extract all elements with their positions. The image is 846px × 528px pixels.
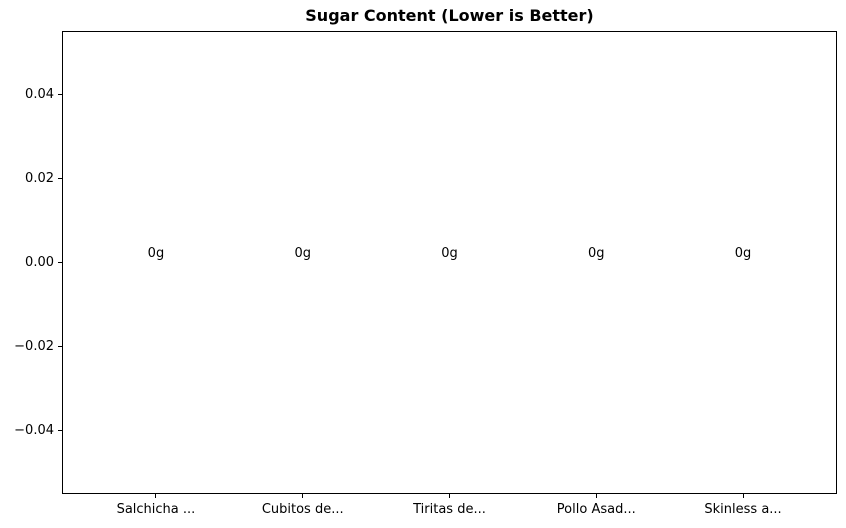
y-axis-tick-label: 0.04 — [25, 86, 54, 102]
y-axis-tick — [58, 93, 62, 95]
y-axis-tick — [58, 262, 62, 263]
y-axis-tick-label: −0.02 — [14, 339, 54, 355]
y-axis-tick-label: −0.04 — [14, 423, 54, 439]
x-axis-tick-label: Skinless a... — [704, 502, 782, 517]
x-axis-tick-label: Cubitos de... — [261, 502, 344, 517]
x-axis-tick-label: Tiritas de... — [413, 502, 486, 517]
x-axis-tick — [742, 494, 744, 498]
bar-value-label: 0g — [147, 245, 165, 261]
y-axis-tick-label: 0.00 — [25, 255, 54, 270]
y-axis-tick — [58, 430, 62, 432]
bar-value-label: 0g — [588, 245, 605, 261]
x-axis-tick-label: Pollo Asad... — [556, 502, 636, 517]
bar-value-label: 0g — [294, 245, 311, 261]
bar-value-label: 0g — [734, 245, 752, 261]
x-axis-tick-label: Salchicha ... — [116, 502, 196, 517]
chart-title: Sugar Content (Lower is Better) — [305, 6, 594, 25]
plot-area — [62, 31, 837, 494]
y-axis-tick — [58, 346, 62, 348]
y-axis-tick — [58, 177, 62, 179]
bar-value-label: 0g — [441, 245, 458, 261]
y-axis-tick-label: 0.02 — [25, 170, 54, 186]
x-axis-tick — [302, 494, 304, 498]
x-axis-tick — [595, 494, 597, 498]
x-axis-tick — [449, 494, 450, 498]
x-axis-tick — [155, 494, 157, 498]
